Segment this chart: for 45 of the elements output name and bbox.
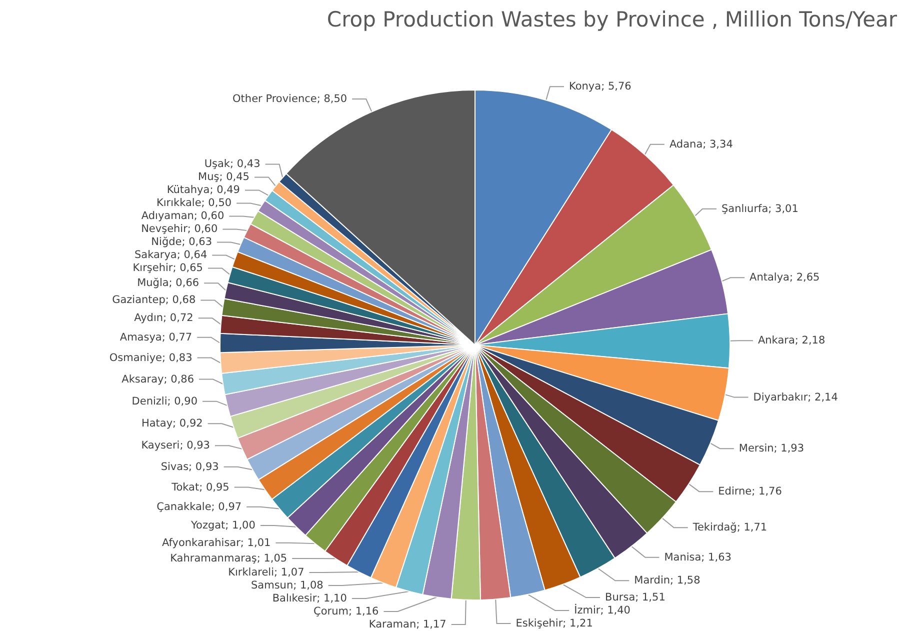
slice-label: Hatay; 0,92 <box>141 418 203 430</box>
slice-label: Çorum; 1,16 <box>314 606 380 618</box>
slice-label: Bursa; 1,51 <box>605 592 666 604</box>
slice-label: Denizli; 0,90 <box>132 395 198 408</box>
slice-label: Yozgat; 1,00 <box>190 520 256 532</box>
slice-label: Gaziantep; 0,68 <box>112 294 196 306</box>
slice-label: Tokat; 0,95 <box>170 481 230 494</box>
slice-label: Amasya; 0,77 <box>120 331 192 344</box>
slice-label: Muş; 0,45 <box>198 171 250 184</box>
slice-label: Afyonkarahisar; 1,01 <box>162 536 271 549</box>
slice-label: Muğla; 0,66 <box>137 277 200 290</box>
slice-label: Tekirdağ; 1,71 <box>692 522 768 534</box>
slice-label: Osmaniye; 0,83 <box>109 352 192 364</box>
slice-label: Balıkesir; 1,10 <box>272 592 347 604</box>
slice-label: Samsun; 1,08 <box>250 580 324 592</box>
slice-label: Adana; 3,34 <box>669 138 734 150</box>
slice-label: Ankara; 2,18 <box>758 334 826 347</box>
slice-label: Antalya; 2,65 <box>750 272 820 284</box>
slice-label: Diyarbakır; 2,14 <box>753 391 838 404</box>
slice-label: Uşak; 0,43 <box>204 158 260 170</box>
slice-label: Nevşehir; 0,60 <box>141 223 218 236</box>
slice-label: Kahramanmaraş; 1,05 <box>170 552 288 565</box>
slice-label: İzmir; 1,40 <box>574 604 630 617</box>
slice-label: Aydın; 0,72 <box>134 312 194 324</box>
slice-label: Adıyaman; 0,60 <box>141 210 224 222</box>
slice-label: Manisa; 1,63 <box>664 551 732 564</box>
slice-label: Niğde; 0,63 <box>151 236 212 248</box>
slice-label: Şanlıurfa; 3,01 <box>721 202 798 215</box>
slice-label: Mardin; 1,58 <box>634 574 700 587</box>
slice-label: Çanakkale; 0,97 <box>156 500 242 513</box>
slice-label: Sivas; 0,93 <box>160 460 219 473</box>
slice-label: Kırşehir; 0,65 <box>132 262 203 274</box>
slice-label: Mersin; 1,93 <box>738 442 804 455</box>
slice-label: Other Provience; 8,50 <box>232 93 348 106</box>
slice-label: Sakarya; 0,64 <box>134 249 208 262</box>
chart-title: Crop Production Wastes by Province , Million Tons/Year <box>326 8 898 32</box>
slice-label: Kayseri; 0,93 <box>141 440 210 452</box>
slice-label: Konya; 5,76 <box>568 80 632 93</box>
slice-label: Kütahya; 0,49 <box>166 184 240 196</box>
slice-label: Kırklareli; 1,07 <box>228 566 304 578</box>
slice-label: Eskişehir; 1,21 <box>516 618 593 630</box>
slice-label: Karaman; 1,17 <box>368 618 446 630</box>
slice-label: Kırıkkale; 0,50 <box>156 197 232 210</box>
slice-label: Edirne; 1,76 <box>718 486 782 498</box>
slice-label: Aksaray; 0,86 <box>122 373 194 386</box>
